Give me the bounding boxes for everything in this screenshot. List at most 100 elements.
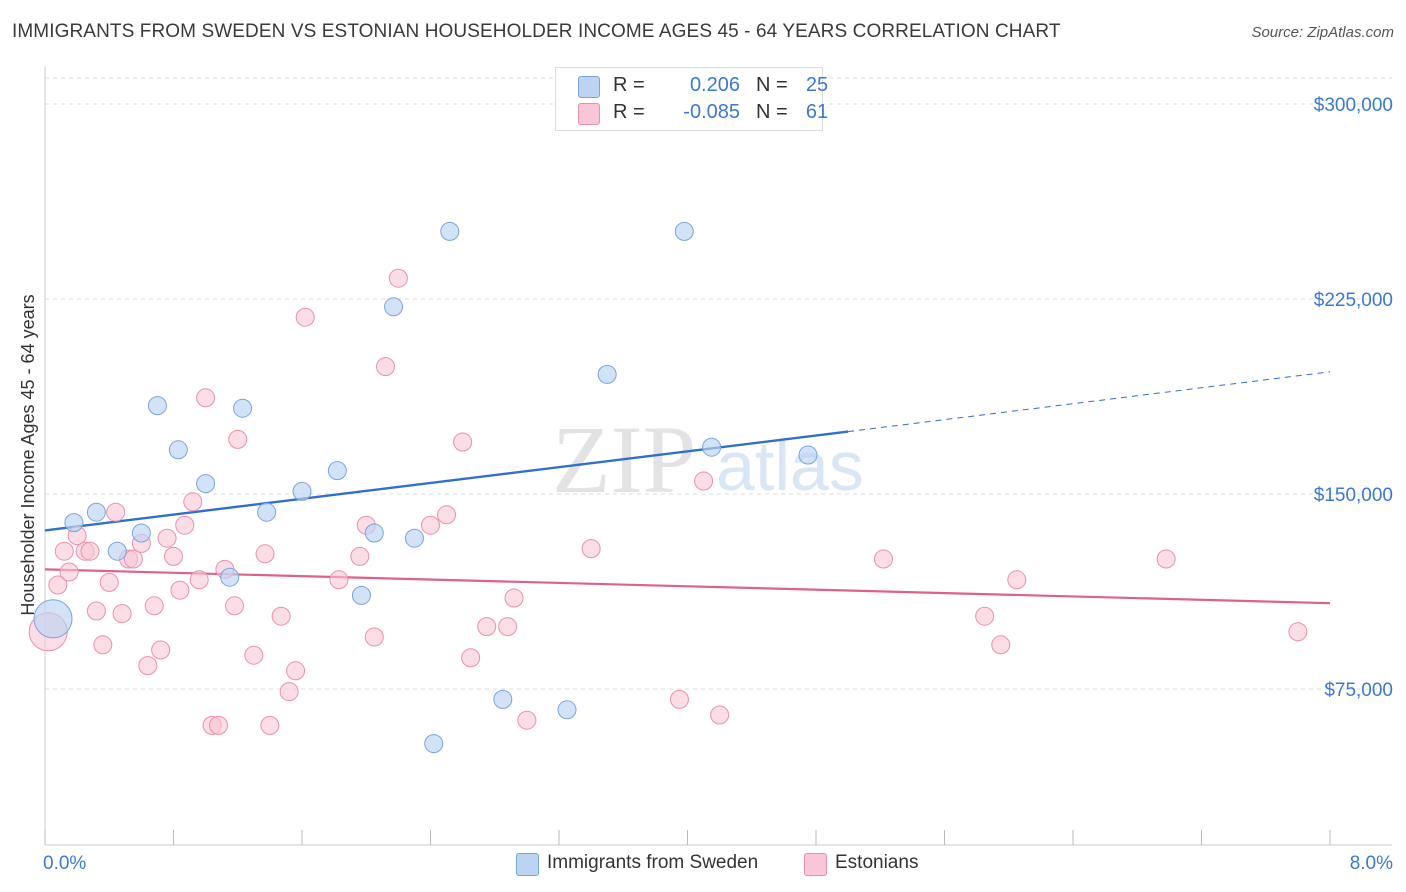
chart-title: IMMIGRANTS FROM SWEDEN VS ESTONIAN HOUSE… [12,21,1061,42]
estonians-point [669,689,689,709]
estonians-point [437,505,457,525]
source-credit: Source: ZipAtlas.com [1251,24,1394,41]
sweden-point [131,523,151,543]
estonians-point [144,596,164,616]
estonians-point [164,546,183,566]
sweden-point [440,221,460,241]
estonians-point [228,429,248,449]
estonians-point [329,570,349,590]
r-label: R = [613,101,645,123]
sweden-point [257,502,277,522]
r-value: 0.206 [689,74,740,96]
n-label: N = [756,74,788,96]
estonians-point [286,661,306,681]
x-tick-label: 0.0% [43,853,86,874]
estonians-point [581,539,601,559]
estonians-point [54,541,74,561]
legend-label: Immigrants from Sweden [547,852,759,873]
sweden-point [597,364,617,384]
estonians-point [350,546,370,566]
estonians-point [477,617,497,637]
sweden-point [147,396,167,416]
estonians-point [279,682,299,702]
estonians-point [421,515,440,535]
sweden-point [196,474,216,494]
estonians-point [461,648,481,668]
estonians-point [48,575,68,595]
estonians-point [138,656,158,676]
sweden-point [107,541,127,561]
estonians-point [189,570,209,590]
sweden-point [33,599,73,639]
sweden-point [351,585,371,605]
sweden-point [404,528,424,548]
sweden-point [674,221,694,241]
sweden-legend-swatch [516,853,539,876]
y-tick-label: $225,000 [1314,290,1393,311]
sweden-point [424,734,444,754]
sweden-point [86,502,106,522]
y-tick-label: $75,000 [1324,680,1393,701]
estonians-point [694,471,714,491]
estonians-point [1288,622,1308,642]
sweden-point [557,700,577,720]
estonians-point [710,705,730,725]
n-value: 25 [805,74,829,96]
r-value: -0.085 [683,101,740,123]
correlation-legend: R = 0.206 N = 25 R = -0.085 N = 61 [555,67,828,131]
y-axis-label: Householder Income Ages 45 - 64 years [18,294,38,615]
estonians-point [504,588,524,608]
estonians-legend-swatch [804,853,827,876]
sweden-trend-extension [848,371,1331,433]
estonians-point [151,640,171,660]
estonians-point [453,432,473,452]
r-label: R = [613,74,645,96]
sweden-point [220,567,240,587]
estonians-point [175,515,195,535]
y-tick-label: $300,000 [1314,95,1393,116]
watermark-atlas: atlas [716,427,864,505]
estonians-swatch [578,103,600,125]
estonians-point [244,645,264,665]
sweden-point [233,398,253,418]
estonians-trend-line [44,568,1331,605]
estonians-point [59,562,79,582]
x-tick-label: 8.0% [1350,853,1393,874]
estonians-point [517,710,537,730]
estonians-point [183,492,203,512]
estonians-point [498,617,518,637]
estonians-point [991,635,1011,655]
estonians-point [225,596,245,616]
sweden-point [64,513,84,533]
estonians-point [80,541,100,561]
estonians-point [106,502,126,522]
estonians-point [260,715,280,735]
estonians-point [364,627,384,647]
n-value: 61 [805,101,829,123]
estonians-point [975,606,995,626]
sweden-swatch [578,76,600,98]
n-label: N = [756,101,788,123]
estonians-point [255,544,275,564]
estonians-point [208,715,228,735]
estonians-point [376,357,396,377]
estonians-point [295,307,315,327]
sweden-point [384,297,404,317]
estonians-point [157,528,177,548]
estonians-point [112,604,132,624]
y-tick-label: $150,000 [1314,485,1393,506]
sweden-point [798,445,818,465]
estonians-point [196,388,216,408]
estonians-point [1007,570,1027,590]
estonians-point [388,268,408,288]
sweden-point [327,461,347,481]
legend-label: Estonians [835,852,919,873]
sweden-point [168,440,188,460]
estonians-point [93,635,113,655]
sweden-point [493,689,513,709]
estonians-point [99,572,119,592]
estonians-point [1156,549,1176,569]
estonians-point [123,549,143,569]
sweden-point [364,523,384,543]
